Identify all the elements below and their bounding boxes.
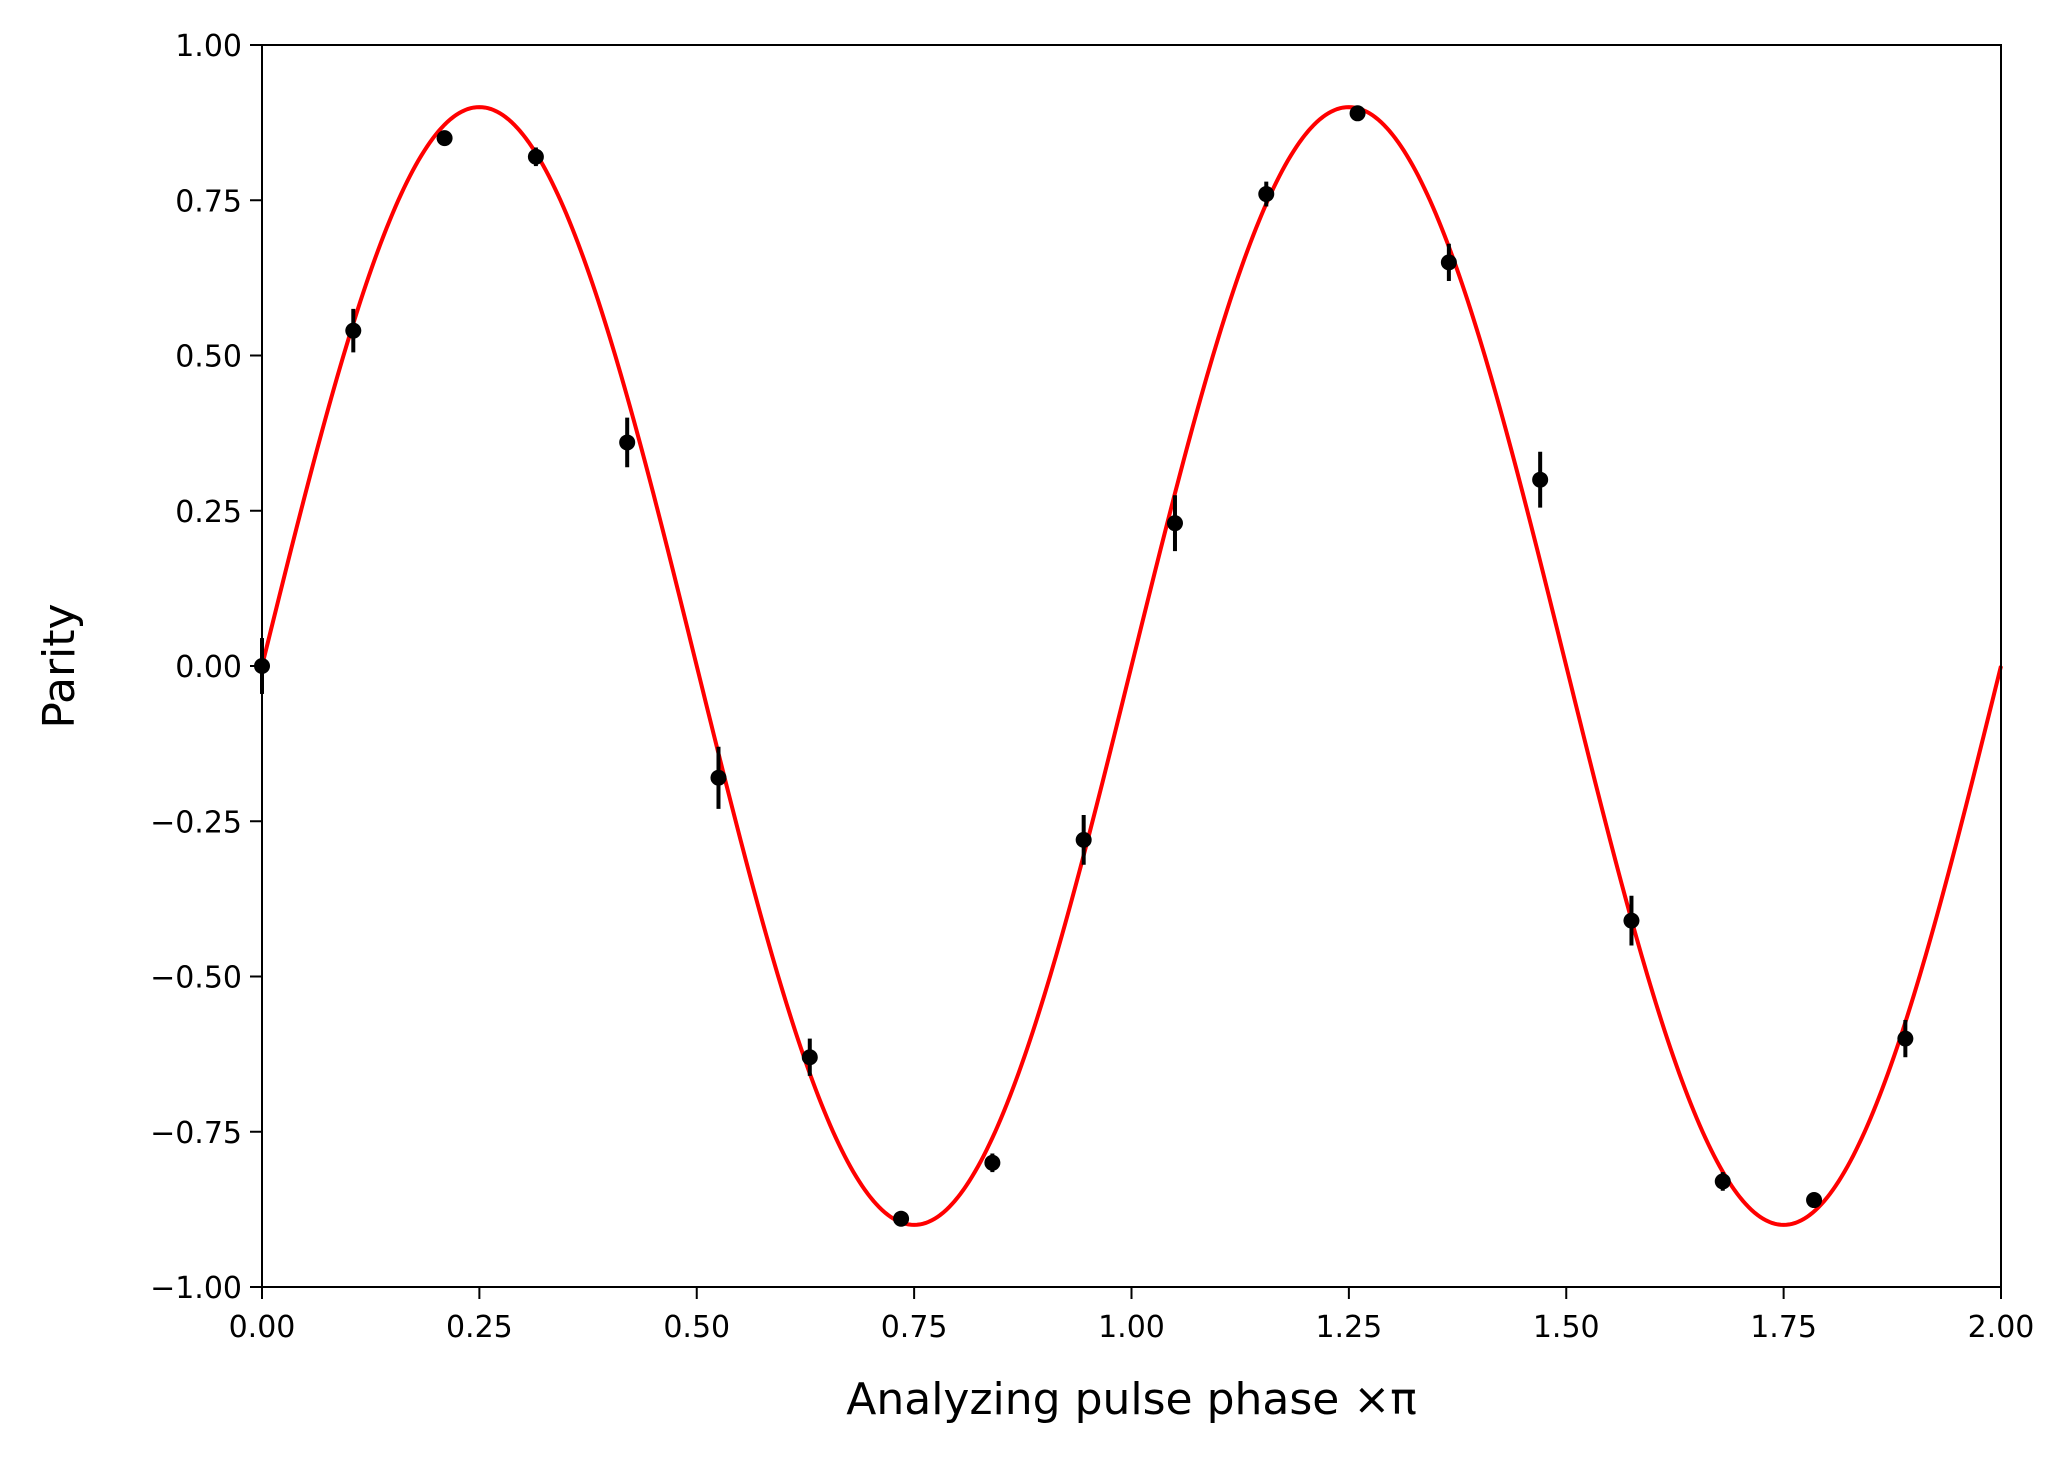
data-point	[1166, 515, 1183, 532]
x-tick-label: 1.75	[1750, 1310, 1817, 1345]
data-point	[345, 322, 362, 339]
x-tick-label: 1.50	[1533, 1310, 1600, 1345]
x-ticks: 0.00 0.25 0.50 0.75 1.00 1.25 1.50 1.75 2.00	[229, 1287, 2035, 1345]
y-tick-label: 0.25	[175, 495, 242, 530]
data-point	[1349, 105, 1366, 122]
data-point-layer	[254, 105, 1914, 1227]
x-tick-label: 0.75	[881, 1310, 948, 1345]
y-axis-title: Parity	[34, 603, 85, 728]
y-tick-label: −0.50	[150, 961, 242, 996]
data-point	[1440, 254, 1457, 271]
data-point	[801, 1049, 818, 1066]
errorbar-layer	[260, 107, 1908, 1225]
data-point	[436, 130, 453, 147]
data-point	[1075, 831, 1092, 848]
data-point	[893, 1210, 910, 1227]
data-point	[619, 434, 636, 451]
data-point	[527, 148, 544, 165]
data-point	[1897, 1030, 1914, 1047]
x-tick-label: 0.50	[663, 1310, 730, 1345]
y-tick-label: −0.75	[150, 1116, 242, 1151]
x-tick-label: 2.00	[1968, 1310, 2035, 1345]
y-tick-label: 1.00	[175, 29, 242, 64]
data-point	[1714, 1173, 1731, 1190]
y-ticks: 1.00 0.75 0.50 0.25 0.00 −0.25 −0.50 −0.75 −1.00	[150, 29, 262, 1306]
data-point	[1258, 186, 1275, 203]
x-tick-label: 1.25	[1315, 1310, 1382, 1345]
data-point	[1623, 912, 1640, 929]
data-point	[1532, 471, 1549, 488]
x-tick-label: 0.00	[229, 1310, 296, 1345]
y-tick-label: 0.00	[175, 650, 242, 685]
y-tick-label: 0.50	[175, 340, 242, 375]
x-axis-title: Analyzing pulse phase ×π	[846, 1374, 1416, 1425]
data-point	[1806, 1192, 1823, 1209]
y-tick-label: 0.75	[175, 184, 242, 219]
data-point	[984, 1154, 1001, 1171]
y-tick-label: −1.00	[150, 1271, 242, 1306]
fit-curve	[260, 105, 2003, 1227]
y-tick-label: −0.25	[150, 805, 242, 840]
x-tick-label: 0.25	[446, 1310, 513, 1345]
data-point	[710, 769, 727, 786]
fit-curve-layer	[260, 105, 2003, 1227]
x-tick-label: 1.00	[1098, 1310, 1165, 1345]
